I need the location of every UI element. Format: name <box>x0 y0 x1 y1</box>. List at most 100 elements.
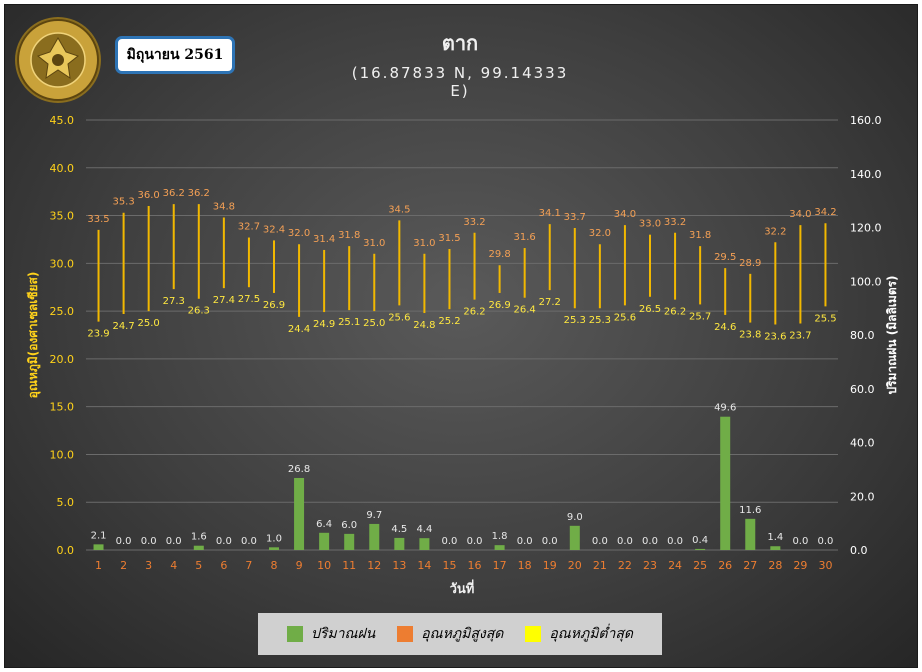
y-left-tick-label: 0.0 <box>57 544 75 557</box>
rain-data-label: 9.7 <box>366 510 382 521</box>
tmin-data-label: 23.7 <box>789 331 811 342</box>
x-tick-label: 28 <box>768 559 782 572</box>
x-tick-label: 22 <box>618 559 632 572</box>
tmax-data-label: 33.0 <box>639 219 661 230</box>
rain-data-label: 49.6 <box>714 403 736 414</box>
y-right-tick-label: 60.0 <box>850 383 875 396</box>
tmin-data-label: 27.2 <box>539 297 561 308</box>
tmax-data-label: 33.5 <box>87 214 109 225</box>
y-left-tick-label: 15.0 <box>50 401 75 414</box>
x-tick-label: 13 <box>392 559 406 572</box>
rain-data-label: 0.0 <box>467 536 483 547</box>
x-tick-label: 20 <box>568 559 582 572</box>
rain-bar <box>770 546 781 550</box>
y-right-tick-label: 140.0 <box>850 168 882 181</box>
month-label-box: มิถุนายน 2561 <box>115 36 235 74</box>
y-left-tick-label: 40.0 <box>50 162 75 175</box>
x-tick-label: 19 <box>543 559 557 572</box>
tmin-data-label: 26.9 <box>263 300 285 311</box>
x-tick-label: 29 <box>793 559 807 572</box>
tmin-data-label: 24.7 <box>112 321 134 332</box>
x-tick-label: 2 <box>120 559 127 572</box>
tmin-data-label: 25.1 <box>338 317 360 328</box>
x-tick-label: 26 <box>718 559 732 572</box>
rain-bar <box>93 544 104 550</box>
rain-data-label: 0.0 <box>818 536 834 547</box>
rain-bar <box>394 537 405 550</box>
rain-bar <box>419 538 430 550</box>
y-axis-right-title: ปริมาณฝน (มิลลิเมตร) <box>885 275 899 394</box>
tmin-data-label: 24.8 <box>413 320 435 331</box>
rain-data-label: 0.4 <box>692 535 708 546</box>
y-left-tick-label: 30.0 <box>50 257 75 270</box>
x-tick-label: 24 <box>668 559 682 572</box>
x-tick-label: 23 <box>643 559 657 572</box>
x-tick-label: 15 <box>442 559 456 572</box>
rain-data-label: 2.1 <box>91 530 107 541</box>
x-tick-label: 17 <box>493 559 507 572</box>
tmax-data-label: 35.3 <box>112 197 134 208</box>
tmax-data-label: 31.0 <box>413 238 435 249</box>
rain-data-label: 4.4 <box>416 524 432 535</box>
rain-bar <box>720 416 731 550</box>
rain-bar <box>269 547 279 550</box>
tmax-data-label: 31.5 <box>438 233 460 244</box>
x-tick-label: 18 <box>518 559 532 572</box>
rain-data-label: 0.0 <box>241 536 257 547</box>
rain-data-label: 6.4 <box>316 519 332 530</box>
legend-swatch-rain <box>286 626 303 642</box>
rain-bar <box>695 548 706 550</box>
y-left-tick-label: 25.0 <box>50 305 75 318</box>
rain-data-label: 6.0 <box>341 520 357 531</box>
rain-bar <box>319 532 330 550</box>
department-logo <box>15 17 101 103</box>
tmax-data-label: 32.0 <box>288 228 310 239</box>
tmax-data-label: 33.2 <box>664 217 686 228</box>
legend-label-rain: ปริมาณฝน <box>310 626 376 642</box>
legend-item-tmax: อุณหภูมิสูงสุด <box>397 623 503 645</box>
legend-item-tmin: อุณหภูมิต่ำสุด <box>525 623 633 645</box>
y-right-tick-label: 120.0 <box>850 222 882 235</box>
legend-swatch-tmin <box>525 626 542 642</box>
month-label: มิถุนายน 2561 <box>126 47 224 63</box>
x-tick-label: 21 <box>593 559 607 572</box>
tmin-data-label: 25.6 <box>614 312 636 323</box>
legend: ปริมาณฝน อุณหภูมิสูงสุด อุณหภูมิต่ำสุด <box>258 613 662 655</box>
rain-data-label: 0.0 <box>116 536 132 547</box>
y-right-tick-label: 20.0 <box>850 490 875 503</box>
legend-item-rain: ปริมาณฝน <box>286 623 376 645</box>
x-tick-label: 10 <box>317 559 331 572</box>
rain-data-label: 0.0 <box>617 536 633 547</box>
tmax-data-label: 32.7 <box>238 222 260 233</box>
x-tick-label: 11 <box>342 559 356 572</box>
rain-data-label: 0.0 <box>592 536 608 547</box>
rain-data-label: 0.0 <box>442 536 458 547</box>
tmax-data-label: 36.0 <box>138 190 160 201</box>
y-left-tick-label: 35.0 <box>50 210 75 223</box>
rain-data-label: 0.0 <box>517 536 533 547</box>
tmax-data-label: 34.1 <box>539 208 561 219</box>
y-left-tick-label: 5.0 <box>57 496 75 509</box>
x-tick-label: 1 <box>95 559 102 572</box>
tmin-data-label: 25.5 <box>814 313 836 324</box>
tmin-data-label: 26.5 <box>639 304 661 315</box>
tmin-data-label: 26.9 <box>488 300 510 311</box>
x-tick-label: 7 <box>245 559 252 572</box>
tmin-data-label: 25.7 <box>689 311 711 322</box>
x-tick-label: 3 <box>145 559 152 572</box>
rain-data-label: 1.0 <box>266 533 282 544</box>
tmax-data-label: 31.8 <box>338 230 360 241</box>
x-tick-label: 4 <box>170 559 177 572</box>
y-right-tick-label: 80.0 <box>850 329 875 342</box>
rain-data-label: 0.0 <box>667 536 683 547</box>
tmin-data-label: 25.3 <box>564 315 586 326</box>
tmax-data-label: 34.2 <box>814 207 836 218</box>
rain-data-label: 11.6 <box>739 505 761 516</box>
rain-data-label: 0.0 <box>542 536 558 547</box>
tmax-data-label: 31.0 <box>363 238 385 249</box>
rain-data-label: 0.0 <box>642 536 658 547</box>
x-tick-label: 12 <box>367 559 381 572</box>
rain-bar <box>745 518 756 550</box>
x-tick-label: 14 <box>417 559 431 572</box>
